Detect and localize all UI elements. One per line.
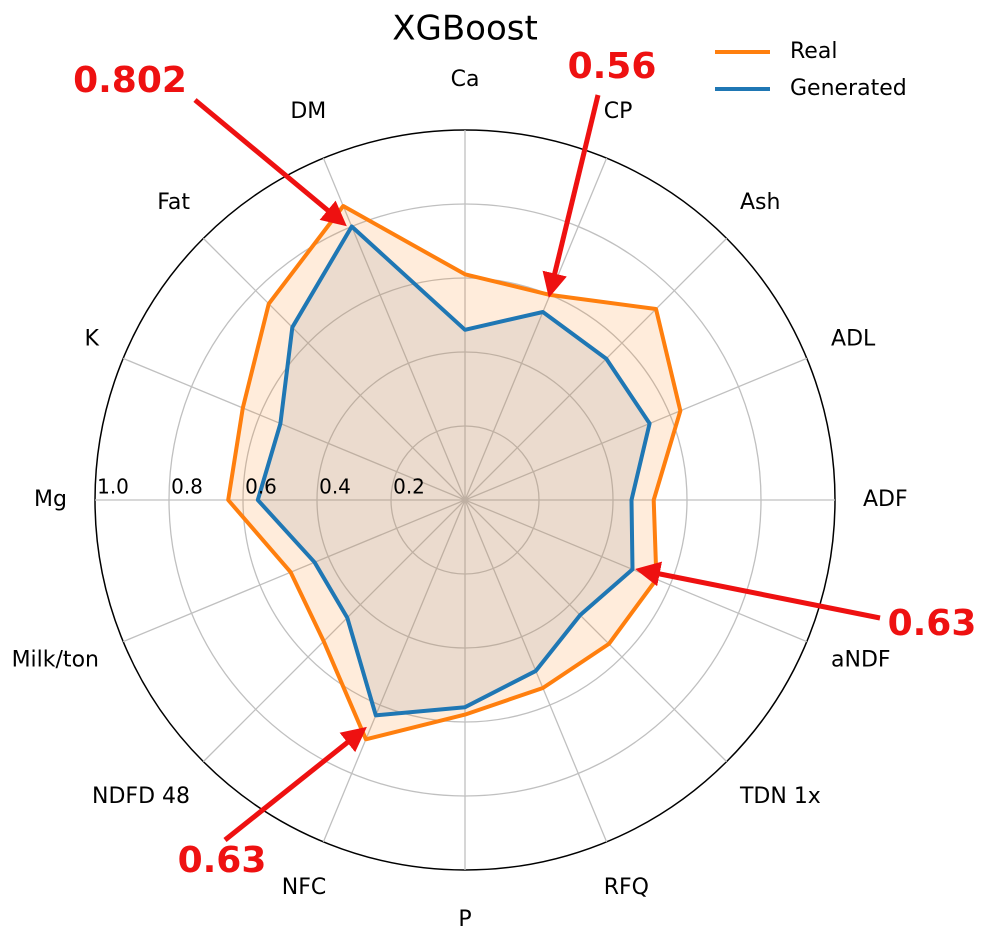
category-label: NFC	[282, 875, 326, 900]
chart-title: XGBoost	[392, 9, 538, 49]
annotation: 0.63	[888, 603, 977, 644]
series-line	[255, 224, 652, 718]
category-label: CP	[604, 99, 633, 124]
spoke	[122, 357, 466, 501]
legend: Real Generated	[715, 39, 907, 101]
annotation: 0.63	[178, 840, 267, 881]
category-label: Fat	[157, 190, 190, 215]
category-label: RFQ	[604, 875, 649, 900]
spoke	[202, 499, 466, 763]
spoke	[322, 499, 466, 843]
category-label: NDFD 48	[92, 784, 190, 809]
category-label: DM	[290, 99, 326, 124]
r-tick-label: 0.6	[245, 475, 277, 499]
labels: 0.2 0.4 0.6 0.8 1.0 Ca CP Ash ADL ADF aNDF TDN 1x RF…	[12, 67, 908, 932]
annotation: 0.802	[73, 60, 187, 101]
category-label: Mg	[34, 487, 67, 512]
category-label: TDN 1x	[739, 784, 821, 809]
arrow	[635, 561, 881, 621]
category-label: Ca	[451, 67, 480, 92]
category-label: ADF	[863, 487, 908, 512]
spoke	[122, 499, 466, 643]
legend-label: Real	[790, 39, 837, 64]
series-area	[257, 226, 650, 716]
legend-label: Generated	[790, 76, 907, 101]
spoke	[202, 237, 466, 501]
category-label: ADL	[831, 326, 876, 351]
spoke	[322, 157, 466, 501]
category-label: Milk/ton	[12, 648, 99, 673]
arrow	[223, 726, 367, 842]
category-label: Ash	[740, 190, 780, 215]
series-line	[226, 204, 683, 742]
annotation: 0.56	[568, 46, 657, 87]
category-label: aNDF	[831, 648, 891, 673]
annotations: 0.802 0.56 0.63 0.63	[73, 46, 976, 881]
category-label: P	[458, 907, 471, 930]
spoke	[464, 357, 808, 501]
r-tick-label: 0.2	[393, 475, 425, 499]
arrow	[193, 98, 347, 227]
category-label: K	[85, 326, 100, 351]
r-tick-label: 0.8	[171, 475, 203, 499]
r-tick-label: 1.0	[97, 475, 129, 499]
spoke	[464, 237, 728, 501]
r-tick-label: 0.4	[319, 475, 351, 499]
spoke	[464, 157, 608, 501]
spoke	[464, 499, 728, 763]
arrow	[542, 94, 601, 298]
series	[226, 204, 683, 742]
grid	[94, 129, 836, 871]
